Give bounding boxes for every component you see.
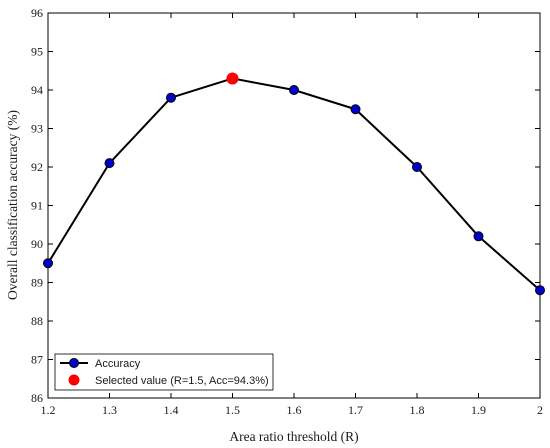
accuracy-data-point bbox=[104, 158, 115, 169]
y-tick-label: 96 bbox=[31, 6, 43, 20]
legend-selected-marker bbox=[68, 374, 80, 386]
x-axis-label: Area ratio threshold (R) bbox=[229, 429, 358, 444]
x-tick-label: 2 bbox=[537, 403, 543, 417]
accuracy-data-point bbox=[473, 231, 484, 242]
legend-box bbox=[54, 353, 274, 391]
legend: Accuracy Selected value (R=1.5, Acc=94.3… bbox=[54, 353, 274, 391]
legend-accuracy-label: Accuracy bbox=[95, 358, 141, 370]
x-tick-label: 1.8 bbox=[410, 403, 425, 417]
x-tick-label: 1.9 bbox=[471, 403, 486, 417]
y-tick-label: 86 bbox=[31, 391, 43, 405]
selected-value-point bbox=[226, 72, 239, 85]
y-tick-label: 92 bbox=[31, 160, 43, 174]
accuracy-data-point bbox=[535, 285, 545, 296]
y-axis-label: Overall classification accuracy (%) bbox=[5, 110, 20, 300]
y-tick-label: 95 bbox=[31, 45, 43, 59]
y-tick-label: 89 bbox=[31, 276, 43, 290]
y-tick-label: 94 bbox=[31, 83, 43, 97]
accuracy-data-point bbox=[350, 104, 361, 115]
x-tick-label: 1.4 bbox=[164, 403, 179, 417]
y-tick-label: 87 bbox=[31, 353, 43, 367]
legend-selected-label: Selected value (R=1.5, Acc=94.3%) bbox=[95, 375, 269, 387]
x-tick-label: 1.3 bbox=[102, 403, 117, 417]
y-tick-label: 88 bbox=[31, 314, 43, 328]
y-tick-label: 93 bbox=[31, 122, 43, 136]
accuracy-data-point bbox=[166, 92, 176, 103]
accuracy-data-point bbox=[412, 162, 422, 172]
x-tick-label: 1.7 bbox=[348, 403, 363, 417]
y-axis-ticks: 86 87 88 89 90 91 92 93 94 95 96 bbox=[31, 6, 540, 405]
x-tick-label: 1.2 bbox=[41, 403, 56, 417]
y-tick-label: 90 bbox=[31, 237, 43, 251]
accuracy-data-point bbox=[43, 258, 53, 269]
x-tick-label: 1.5 bbox=[225, 403, 240, 417]
y-tick-label: 91 bbox=[31, 199, 43, 213]
x-tick-label: 1.6 bbox=[287, 403, 302, 417]
accuracy-data-point bbox=[289, 85, 299, 95]
legend-accuracy-marker bbox=[69, 358, 79, 368]
x-axis-ticks: 1.2 1.3 1.4 1.5 1.6 1.7 1.8 1.9 2 bbox=[41, 13, 543, 417]
plot-area bbox=[47, 12, 541, 399]
series-layer bbox=[43, 72, 545, 296]
